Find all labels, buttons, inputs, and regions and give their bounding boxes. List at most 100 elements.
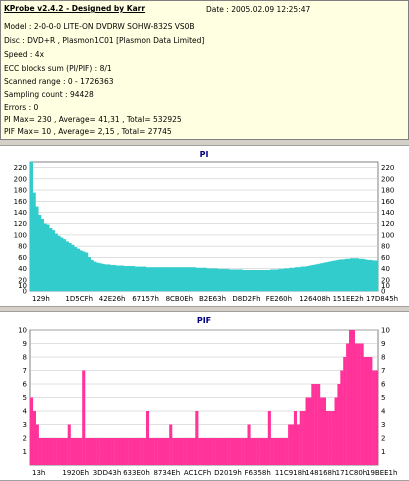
y-tick-label-left: 20 <box>18 276 27 284</box>
pif-chart-panel: PIF 1 1 2 2 3 3 4 4 5 5 6 6 7 7 8 8 9 9 10 10 13h 1920Eh 3DD43h… <box>0 311 409 481</box>
y-tick-label-right: 5 <box>381 394 385 402</box>
pif-bar <box>134 438 138 465</box>
pif-bar <box>360 343 364 465</box>
y-tick-label-left: 0 <box>23 288 27 296</box>
y-tick-label-right: 10 <box>381 327 390 335</box>
pif-bar <box>131 438 135 465</box>
pif-bar <box>357 343 361 465</box>
pif-bar <box>160 438 164 465</box>
pif-bar <box>224 438 228 465</box>
y-tick-label-right: 180 <box>381 187 394 195</box>
x-tick-label: 148168h <box>305 469 336 477</box>
pif-bar <box>308 397 312 465</box>
y-tick-label-left: 10 <box>18 327 27 335</box>
pif-bar <box>88 438 92 465</box>
y-tick-label-right: 10 <box>381 282 390 290</box>
pif-bar <box>61 438 65 465</box>
pif-bar <box>218 438 222 465</box>
pif-bar <box>343 357 347 465</box>
pif-bar <box>169 424 173 465</box>
pif-bar <box>293 411 297 465</box>
y-tick-label-left: 140 <box>14 209 27 217</box>
pif-bar <box>264 438 268 465</box>
pif-bar <box>140 438 144 465</box>
y-tick-label-left: 100 <box>14 231 27 239</box>
y-tick-label-right: 9 <box>381 340 385 348</box>
pif-bar <box>44 438 48 465</box>
info-disc: Disc : DVD+R , Plasmon1C01 [Plasmon Data… <box>4 36 205 45</box>
pif-bar <box>325 411 329 465</box>
pif-bar <box>79 438 83 465</box>
pif-bar <box>125 438 129 465</box>
pif-bar <box>201 438 205 465</box>
y-tick-label-left: 60 <box>18 254 27 262</box>
pif-bar <box>267 411 271 465</box>
pif-bar <box>372 370 376 465</box>
x-tick-label: D2019h <box>214 469 242 477</box>
pif-bar <box>41 438 45 465</box>
pif-bar <box>366 357 370 465</box>
pif-bar <box>143 438 147 465</box>
pif-bar <box>99 438 103 465</box>
pif-bar <box>215 438 219 465</box>
pif-chart: PIF 1 1 2 2 3 3 4 4 5 5 6 6 7 7 8 8 9 9 10 10 13h 1920Eh 3DD43h… <box>18 316 397 477</box>
pif-bar <box>349 330 353 465</box>
y-tick-label-right: 2 <box>381 435 385 443</box>
pif-bar <box>340 370 344 465</box>
x-tick-label: 42E26h <box>99 295 126 303</box>
info-panel: KProbe v2.4.2 - Designed by Karr Date : … <box>0 0 409 140</box>
pif-bar <box>288 424 292 465</box>
pif-bar <box>35 424 39 465</box>
pif-bar <box>204 438 208 465</box>
pif-bar <box>157 438 161 465</box>
x-tick-label: 171C80h <box>336 469 368 477</box>
y-tick-label-left: 5 <box>23 394 27 402</box>
x-tick-label: D8D2Fh <box>232 295 260 303</box>
pif-bar <box>273 438 277 465</box>
pif-bar <box>241 438 245 465</box>
pif-bar <box>166 438 170 465</box>
y-tick-label-right: 140 <box>381 209 394 217</box>
pif-bar <box>256 438 260 465</box>
y-tick-label-right: 1 <box>381 448 385 456</box>
x-tick-label: 67157h <box>132 295 159 303</box>
pif-bar <box>172 438 176 465</box>
pif-bar <box>354 343 358 465</box>
y-tick-label-left: 40 <box>18 265 27 273</box>
x-tick-label: 8CB0Eh <box>166 295 193 303</box>
info-model: Model : 2-0-0-0 LITE-ON DVDRW SOHW-832S … <box>4 22 195 31</box>
pif-bar <box>314 384 318 465</box>
y-tick-label-right: 160 <box>381 198 394 206</box>
pif-bar <box>206 438 210 465</box>
pif-bar <box>151 438 155 465</box>
x-tick-label: AC1CFh <box>184 469 211 477</box>
y-tick-label-left: 9 <box>23 340 27 348</box>
pif-bar <box>128 438 132 465</box>
pi-chart-panel: PI 0 0 10 10 20 20 40 40 60 60 80 80 100 100 120 120 140 1… <box>0 145 409 307</box>
pif-bar <box>67 424 71 465</box>
pif-bar <box>146 411 150 465</box>
y-tick-label-right: 3 <box>381 421 385 429</box>
pif-bar <box>337 384 341 465</box>
y-tick-label-left: 4 <box>23 408 28 416</box>
x-tick-label: 1920Eh <box>62 469 89 477</box>
y-tick-label-right: 220 <box>381 164 394 172</box>
y-tick-label-right: 200 <box>381 175 394 183</box>
x-tick-label: 13h <box>32 469 45 477</box>
y-tick-label-right: 7 <box>381 367 385 375</box>
y-tick-label-left: 7 <box>23 367 27 375</box>
pif-bar <box>285 438 289 465</box>
pif-bar <box>73 438 77 465</box>
pif-bar <box>221 438 225 465</box>
pif-bar <box>189 438 193 465</box>
pif-bar <box>238 438 242 465</box>
x-tick-label: 3DD43h <box>93 469 122 477</box>
y-tick-label-left: 3 <box>23 421 27 429</box>
pif-bar <box>186 438 190 465</box>
pif-bar <box>163 438 167 465</box>
pif-bar <box>30 397 34 465</box>
pif-bar <box>70 438 74 465</box>
pif-bar <box>282 438 286 465</box>
pif-bar <box>259 438 263 465</box>
